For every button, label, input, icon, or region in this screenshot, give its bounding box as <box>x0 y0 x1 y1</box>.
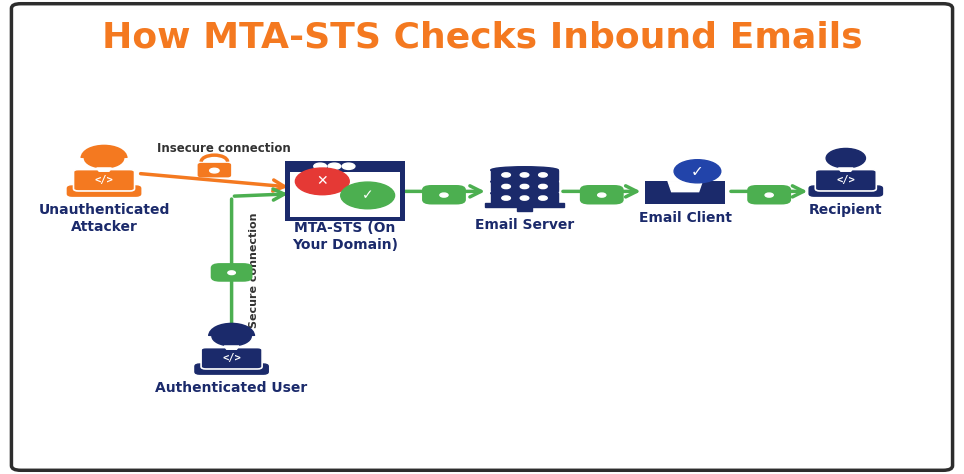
Text: ✓: ✓ <box>362 189 373 202</box>
FancyBboxPatch shape <box>290 172 399 217</box>
Circle shape <box>598 193 605 197</box>
FancyBboxPatch shape <box>580 185 624 204</box>
Text: Recipient: Recipient <box>809 203 883 217</box>
Polygon shape <box>668 181 703 191</box>
Text: How MTA-STS Checks Inbound Emails: How MTA-STS Checks Inbound Emails <box>101 21 863 55</box>
Circle shape <box>85 148 123 168</box>
Circle shape <box>212 327 252 346</box>
Text: </>: </> <box>837 175 855 185</box>
FancyBboxPatch shape <box>645 181 725 204</box>
Bar <box>517 206 532 211</box>
FancyBboxPatch shape <box>747 185 791 204</box>
FancyBboxPatch shape <box>422 185 466 204</box>
Ellipse shape <box>491 190 558 197</box>
Text: </>: </> <box>94 175 114 185</box>
Bar <box>491 193 558 203</box>
Polygon shape <box>96 168 112 171</box>
Circle shape <box>502 196 510 200</box>
Polygon shape <box>818 170 873 189</box>
Polygon shape <box>76 170 132 189</box>
Circle shape <box>502 173 510 177</box>
Circle shape <box>539 184 548 189</box>
Bar <box>491 170 558 180</box>
Polygon shape <box>839 168 853 171</box>
Text: Insecure connection: Insecure connection <box>157 142 291 155</box>
Ellipse shape <box>491 178 558 185</box>
Circle shape <box>521 184 529 189</box>
Circle shape <box>295 168 349 195</box>
FancyBboxPatch shape <box>67 186 141 196</box>
Polygon shape <box>225 346 239 349</box>
Circle shape <box>340 182 394 209</box>
FancyBboxPatch shape <box>284 162 405 221</box>
Text: Authenticated User: Authenticated User <box>155 381 308 395</box>
Text: Email Server: Email Server <box>475 218 575 232</box>
Text: Email Client: Email Client <box>639 211 732 226</box>
FancyBboxPatch shape <box>12 4 952 470</box>
Circle shape <box>539 196 548 200</box>
Text: MTA-STS (On
Your Domain): MTA-STS (On Your Domain) <box>292 220 398 252</box>
Circle shape <box>228 271 235 274</box>
FancyBboxPatch shape <box>201 347 262 369</box>
Circle shape <box>440 193 448 197</box>
FancyBboxPatch shape <box>73 170 135 191</box>
Circle shape <box>521 196 529 200</box>
FancyBboxPatch shape <box>195 364 268 374</box>
Text: Unauthenticated
Attacker: Unauthenticated Attacker <box>39 203 170 234</box>
Circle shape <box>521 173 529 177</box>
Circle shape <box>765 193 773 197</box>
Circle shape <box>502 184 510 189</box>
Text: Secure connection: Secure connection <box>249 212 258 328</box>
Circle shape <box>826 148 866 168</box>
Bar <box>491 182 558 191</box>
Text: ✕: ✕ <box>316 174 328 188</box>
Bar <box>485 203 565 207</box>
Circle shape <box>539 173 548 177</box>
Circle shape <box>342 163 355 169</box>
Circle shape <box>674 160 721 183</box>
Text: </>: </> <box>223 354 241 364</box>
FancyBboxPatch shape <box>199 164 230 177</box>
Circle shape <box>209 168 219 173</box>
Ellipse shape <box>491 167 558 173</box>
Polygon shape <box>204 348 259 367</box>
Text: ✓: ✓ <box>691 164 704 179</box>
FancyBboxPatch shape <box>211 263 253 282</box>
FancyBboxPatch shape <box>809 186 882 196</box>
Circle shape <box>314 163 327 169</box>
FancyBboxPatch shape <box>816 170 876 191</box>
Circle shape <box>328 163 340 169</box>
